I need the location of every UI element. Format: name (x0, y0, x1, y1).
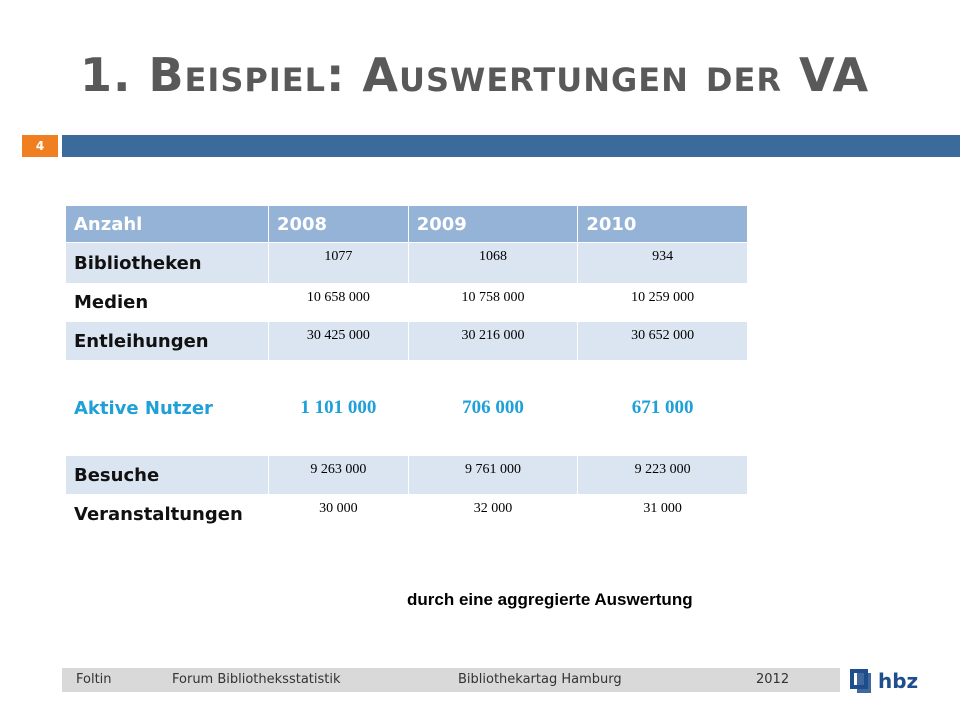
column-header: Anzahl (65, 205, 269, 243)
column-header: 2008 (267, 205, 409, 243)
table-row: Veranstaltungen 30 000 32 000 31 000 (65, 494, 748, 534)
row-label: Medien (65, 283, 269, 322)
cell-value: 30 216 000 (407, 321, 579, 361)
footer-event: Bibliothekartag Hamburg (458, 672, 622, 687)
header-band (62, 135, 960, 157)
cell-value: 1068 (407, 242, 579, 284)
row-label: Bibliotheken (65, 242, 269, 284)
slide-number: 4 (22, 135, 58, 157)
slide-title: 1. Beispiel: Auswertungen der VA (80, 48, 870, 102)
column-header: 2009 (407, 205, 579, 243)
cell-value: 30 652 000 (577, 321, 748, 361)
header-row: Anzahl 2008 2009 2010 (65, 205, 748, 243)
cell-value: 10 758 000 (407, 283, 579, 322)
cell-value: 9 263 000 (267, 455, 409, 495)
logo: hbz (850, 669, 918, 693)
cell-value: 9 761 000 (407, 455, 579, 495)
cell-value: 1 101 000 (267, 360, 409, 456)
cell-value: 10 658 000 (267, 283, 409, 322)
cell-value: 934 (577, 242, 748, 284)
data-table: Anzahl 2008 2009 2010 Bibliotheken 1077 1068 9… (65, 205, 748, 534)
cell-value: 30 425 000 (267, 321, 409, 361)
cell-value: 32 000 (407, 494, 579, 534)
table-row: Aktive Nutzer 1 101 000 706 000 671 000 (65, 360, 748, 456)
table-row: Entleihungen 30 425 000 30 216 000 30 652 0… (65, 321, 748, 361)
cell-value: 31 000 (577, 494, 748, 534)
footer-author: Foltin (76, 672, 112, 687)
cell-value: 9 223 000 (577, 455, 748, 495)
row-label: Aktive Nutzer (65, 360, 269, 456)
logo-text: hbz (878, 669, 918, 693)
table-row: Bibliotheken 1077 1068 934 (65, 242, 748, 284)
caption: durch eine aggregierte Auswertung (407, 590, 693, 609)
row-label: Besuche (65, 455, 269, 495)
footer-year: 2012 (756, 672, 790, 687)
cell-value: 671 000 (577, 360, 748, 456)
cell-value: 1077 (267, 242, 409, 284)
column-header: 2010 (577, 205, 748, 243)
cell-value: 706 000 (407, 360, 579, 456)
footer: Foltin Forum Bibliotheksstatistik Biblio… (62, 668, 840, 692)
cell-value: 10 259 000 (577, 283, 748, 322)
cell-value: 30 000 (267, 494, 409, 534)
table-row: Medien 10 658 000 10 758 000 10 259 000 (65, 283, 748, 322)
table-row: Besuche 9 263 000 9 761 000 9 223 000 (65, 455, 748, 495)
footer-topic: Forum Bibliotheksstatistik (172, 672, 341, 687)
row-label: Veranstaltungen (65, 494, 269, 534)
row-label: Entleihungen (65, 321, 269, 361)
